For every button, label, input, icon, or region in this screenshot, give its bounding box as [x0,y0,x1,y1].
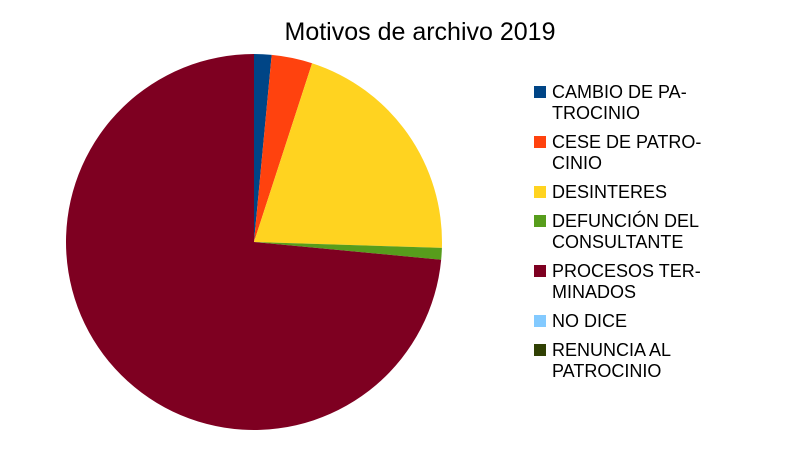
pie-slice-4 [65,54,442,430]
chart-title: Motivos de archivo 2019 [284,18,556,46]
legend-item: RENUNCIA AL PATROCINIO [534,340,794,382]
legend-item: CESE DE PATRO- CINIO [534,132,794,174]
legend-label: CESE DE PATRO- CINIO [552,132,702,173]
legend-swatch [534,265,546,277]
legend-swatch [534,86,546,98]
legend-label: DEFUNCIÓN DEL CONSULTANTE [552,211,700,252]
legend-item: DESINTERES [534,182,794,203]
legend-item: PROCESOS TER- MINADOS [534,261,794,303]
legend-item: CAMBIO DE PA- TROCINIO [534,82,794,124]
legend-swatch [534,344,546,356]
legend-label: CAMBIO DE PA- TROCINIO [552,82,687,123]
legend-label: PROCESOS TER- MINADOS [552,261,701,302]
legend-label: DESINTERES [552,182,668,202]
pie-slice-3 [254,242,442,260]
legend-swatch [534,315,546,327]
legend-swatch [534,215,546,227]
pie-slice-0 [254,54,272,242]
legend-label: RENUNCIA AL PATROCINIO [552,340,672,381]
legend-item: DEFUNCIÓN DEL CONSULTANTE [534,211,794,253]
pie-slice-2 [254,63,442,248]
legend-item: NO DICE [534,311,794,332]
legend: CAMBIO DE PA- TROCINIO CESE DE PATRO- CIN… [534,82,794,390]
pie-slice-1 [254,54,313,242]
legend-swatch [534,136,546,148]
legend-label: NO DICE [552,311,628,331]
legend-swatch [534,186,546,198]
